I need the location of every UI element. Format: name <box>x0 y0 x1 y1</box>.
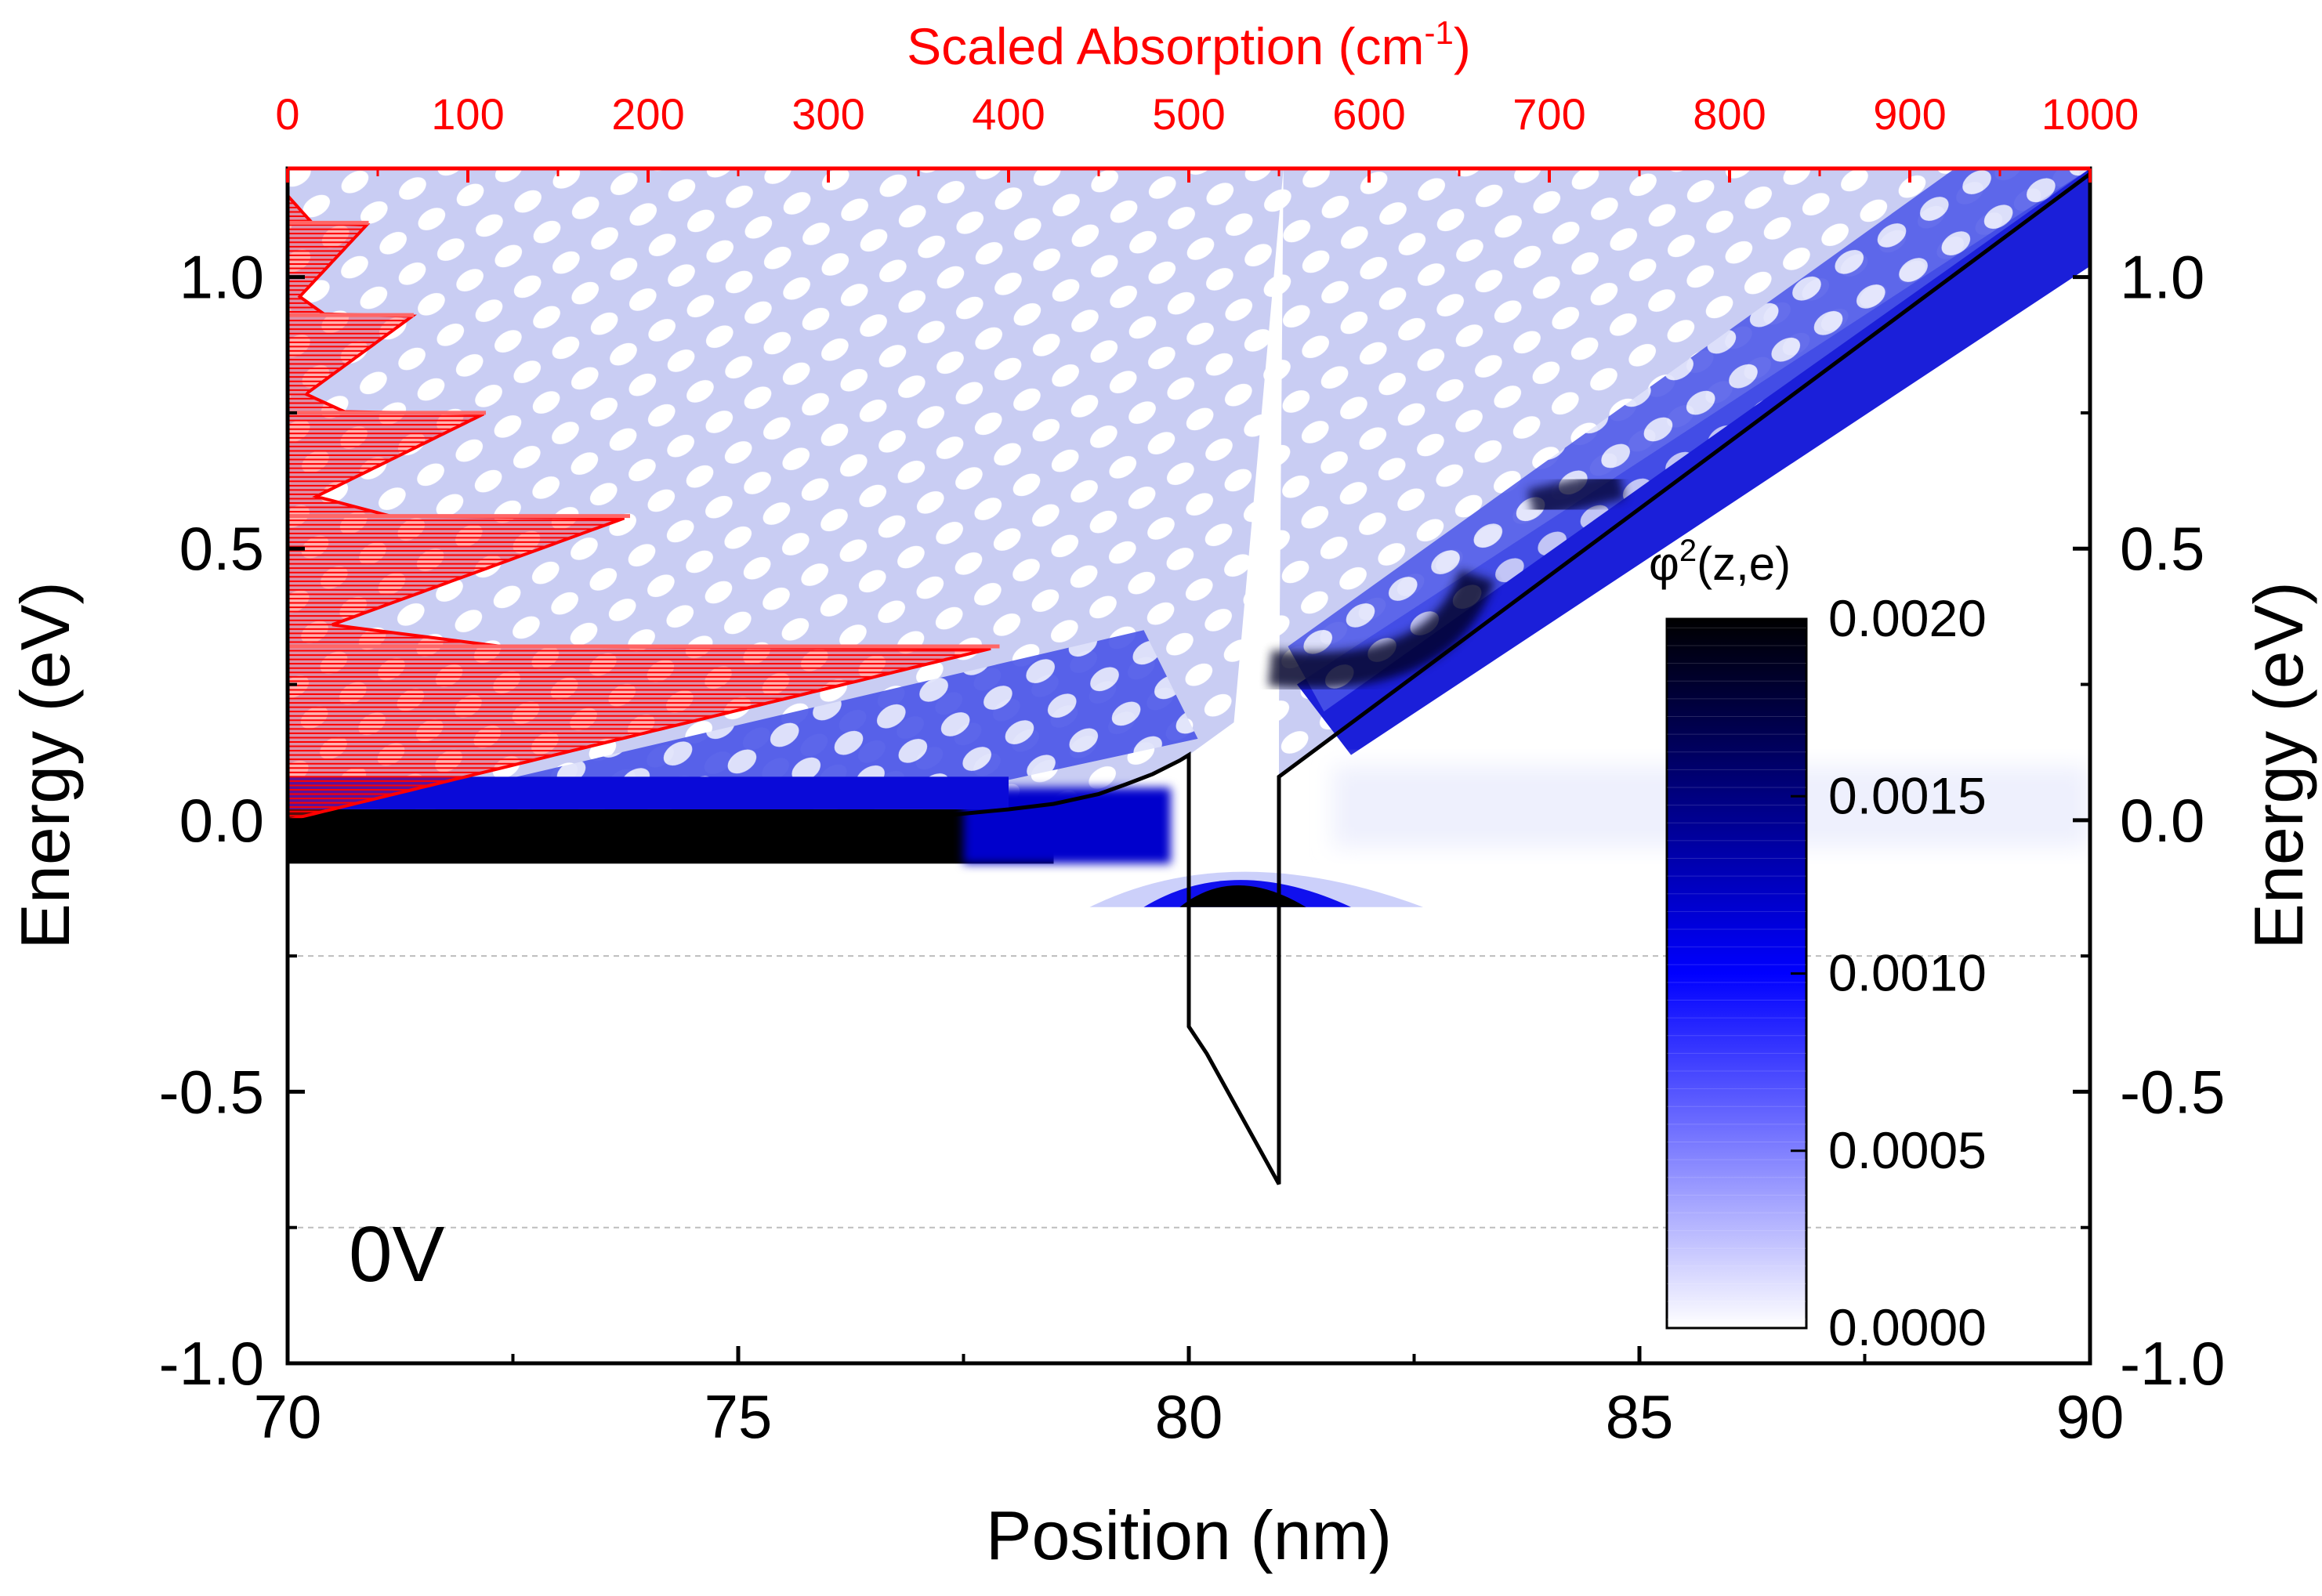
y-axis-right-title: Energy (eV) <box>2240 581 2317 950</box>
x-tick-label: 70 <box>254 1382 322 1451</box>
y-axis-left-ticks: -1.0 -0.5 0.0 0.5 1.0 <box>159 243 305 1398</box>
top-tick-label: 300 <box>792 89 864 139</box>
top-tick-label: 100 <box>431 89 504 139</box>
x-tick-label: 80 <box>1155 1382 1223 1451</box>
top-tick-label: 500 <box>1152 89 1225 139</box>
colorbar-tick-label: 0.0015 <box>1828 766 1987 824</box>
y-left-tick-label: 0.0 <box>179 786 264 855</box>
colorbar-title: φ2(z,e) <box>1649 534 1791 590</box>
x-tick-label: 85 <box>1606 1382 1674 1451</box>
y-right-tick-label: -1.0 <box>2120 1329 2225 1398</box>
colorbar: φ2(z,e) 0.0000 0.0005 0.0010 0.0015 0.0020 <box>1649 534 1987 1356</box>
ground-state-core <box>1179 885 1306 907</box>
top-tick-label: 400 <box>972 89 1045 139</box>
colorbar-tick-label: 0.0005 <box>1828 1121 1987 1179</box>
absorption-spectrum <box>288 168 1000 822</box>
y-right-tick-label: -0.5 <box>2120 1057 2225 1126</box>
colorbar-bands <box>1667 627 1806 1320</box>
density-band-diagonal-upper <box>1288 168 2090 712</box>
top-tick-label: 600 <box>1332 89 1405 139</box>
y-axis-left-title: Energy (eV) <box>6 581 84 950</box>
density-band-diagonal <box>1297 168 2090 755</box>
top-axis-title: Scaled Absorption (cm-1) <box>907 14 1471 75</box>
top-tick-label: 200 <box>611 89 684 139</box>
x-tick-label: 90 <box>2056 1382 2125 1451</box>
y-left-tick-label: -0.5 <box>159 1057 264 1126</box>
absorption-fill <box>288 168 991 820</box>
y-right-tick-label: 1.0 <box>2120 243 2204 312</box>
colorbar-tick-label: 0.0000 <box>1828 1298 1987 1356</box>
top-tick-label: 900 <box>1873 89 1946 139</box>
density-hotspot-2 <box>1527 468 1625 521</box>
density-bound-layer-upper <box>288 776 1009 809</box>
y-left-tick-label: -1.0 <box>159 1329 264 1398</box>
y-left-tick-label: 1.0 <box>179 243 264 312</box>
y-axis-right-ticks: -1.0 -0.5 0.0 0.5 1.0 <box>2073 243 2225 1398</box>
density-hotspot-1 <box>1268 570 1494 689</box>
colorbar-ticks: 0.0000 0.0005 0.0010 0.0015 0.0020 <box>1791 589 1987 1356</box>
density-band-low <box>378 630 1198 809</box>
top-tick-label: 800 <box>1693 89 1766 139</box>
colorbar-tick-label: 0.0010 <box>1828 944 1987 1002</box>
voltage-label: 0V <box>349 1211 445 1298</box>
top-tick-label: 0 <box>275 89 299 139</box>
x-axis-ticks: 70 75 80 85 90 <box>254 1346 2125 1451</box>
band-profile-line <box>288 172 2092 1185</box>
top-tick-label: 700 <box>1512 89 1585 139</box>
colorbar-tick-label: 0.0020 <box>1828 589 1987 647</box>
top-axis-ticks: 0 100 200 300 400 500 600 700 800 900 1000 <box>275 89 2139 183</box>
top-tick-label: 1000 <box>2041 89 2139 139</box>
x-tick-label: 75 <box>705 1382 773 1451</box>
absorption-curve <box>288 170 991 822</box>
y-left-tick-label: 0.5 <box>179 514 264 583</box>
colorbar-bar <box>1665 617 1808 1330</box>
y-right-tick-label: 0.0 <box>2120 786 2204 855</box>
y-right-tick-label: 0.5 <box>2120 514 2204 583</box>
x-axis-title: Position (nm) <box>986 1496 1392 1574</box>
